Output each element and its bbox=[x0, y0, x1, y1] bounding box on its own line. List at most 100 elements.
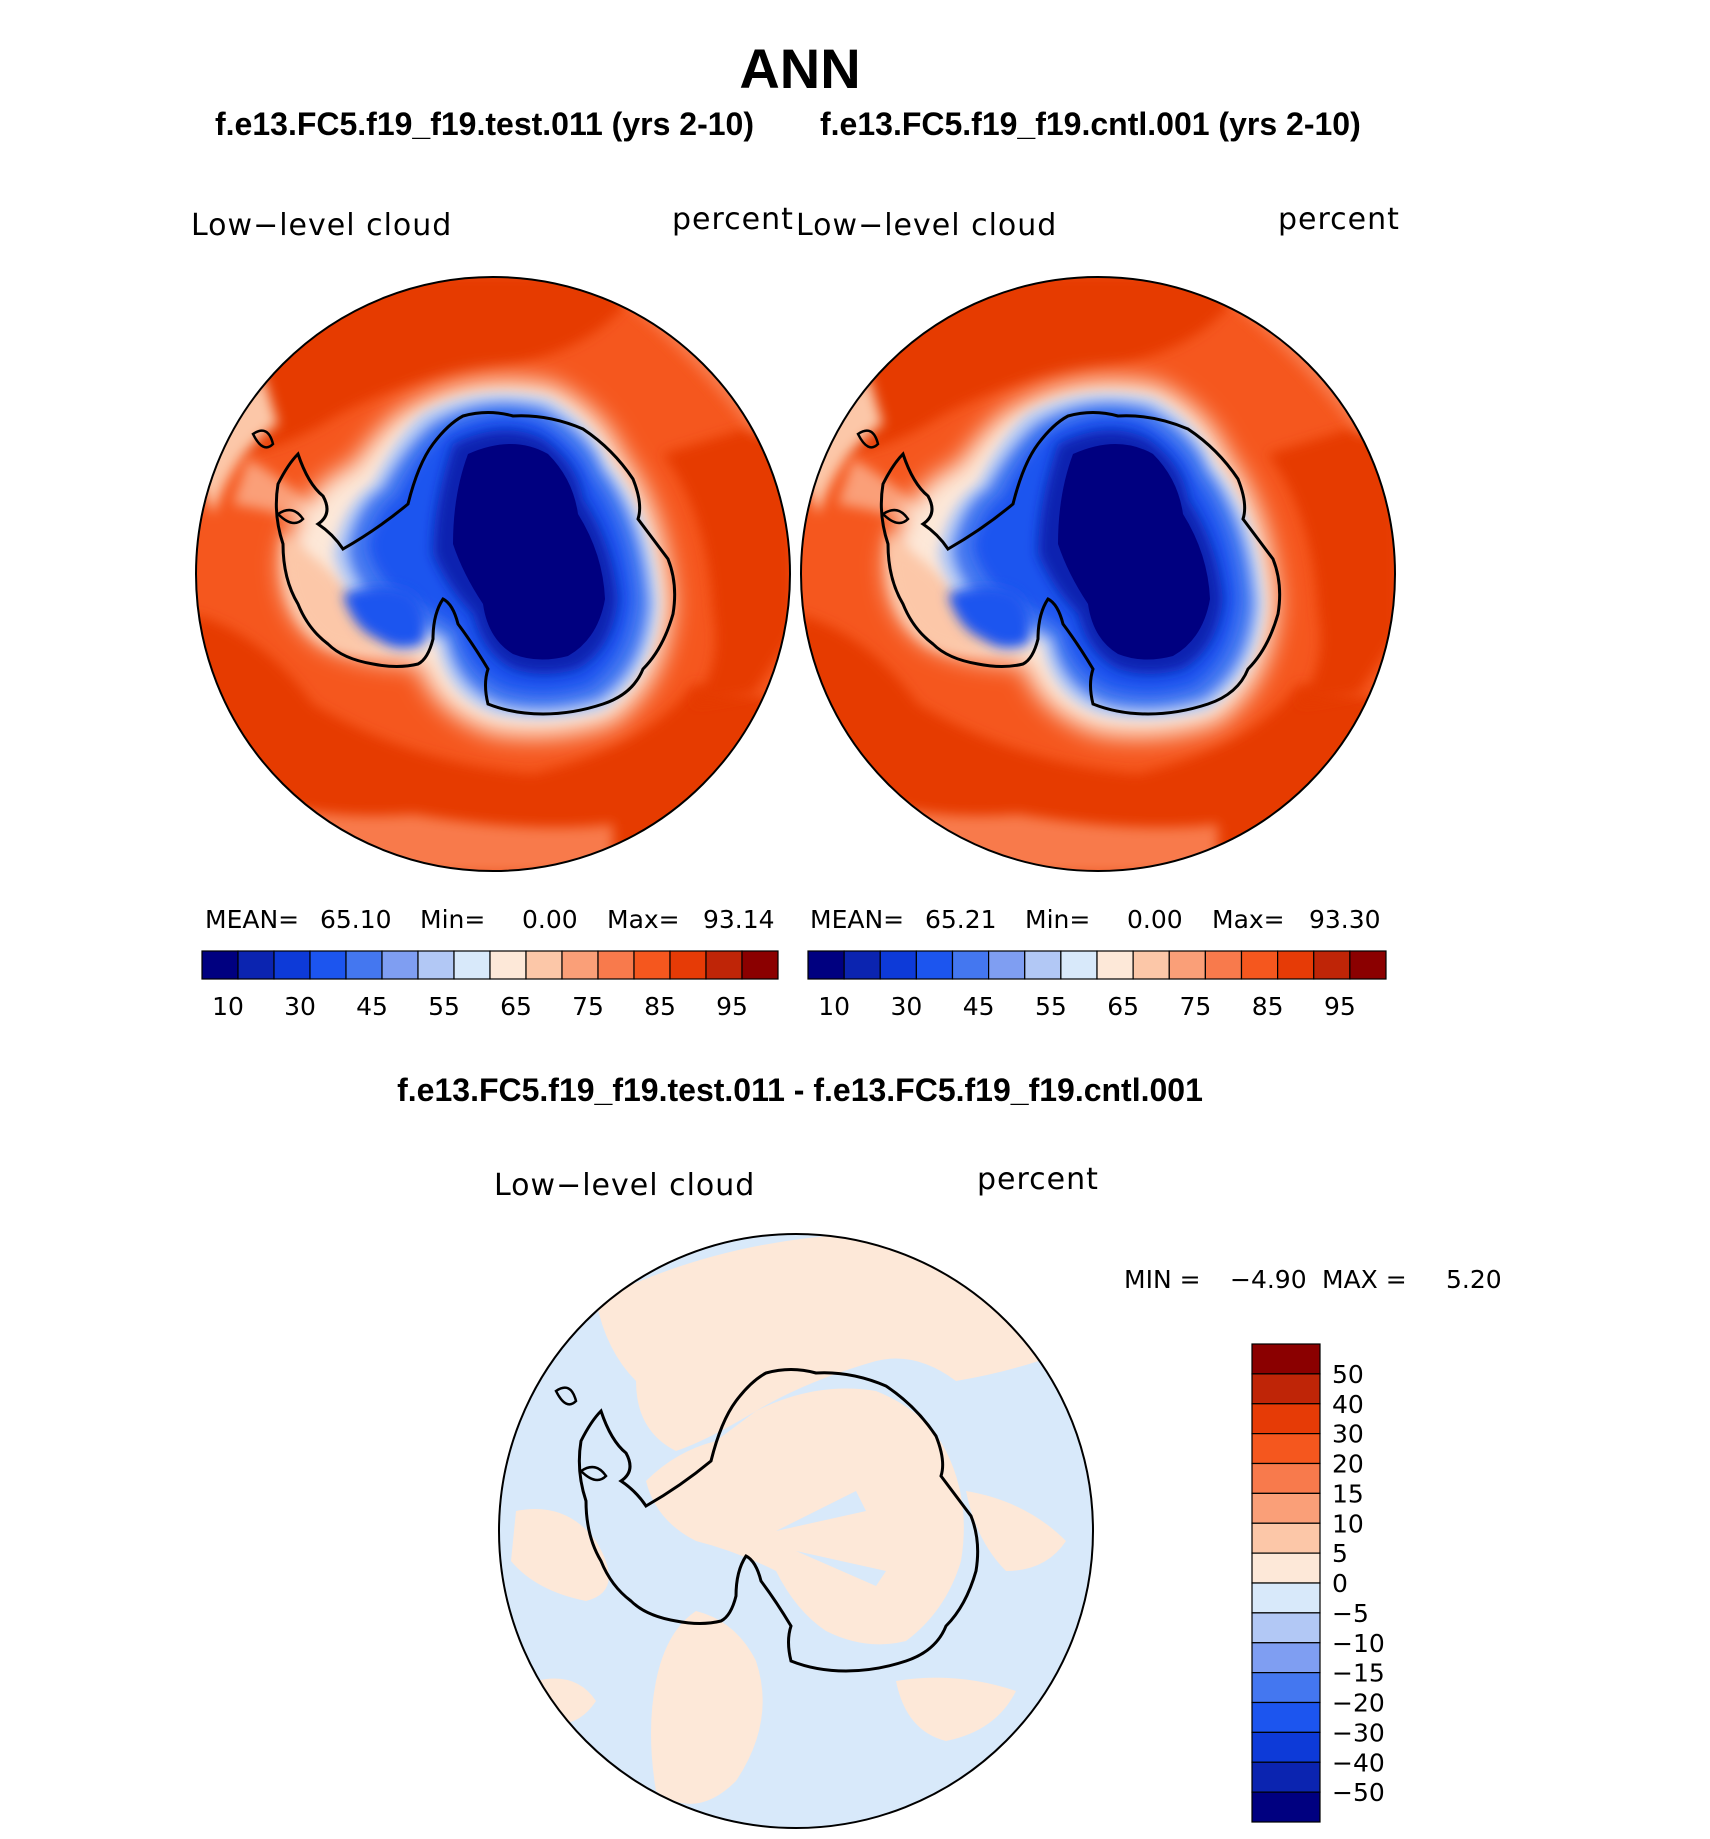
diff-colorbar-swatch bbox=[1251, 1552, 1321, 1584]
panel1-colorbar-swatch bbox=[237, 950, 275, 980]
panel2-colorbar-swatch bbox=[843, 950, 881, 980]
panel2-case-title: f.e13.FC5.f19_f19.cntl.001 (yrs 2-10) bbox=[820, 106, 1361, 142]
panel2-colorbar-tick-label: 45 bbox=[963, 992, 995, 1021]
panel2-colorbar-swatch bbox=[807, 950, 845, 980]
diff-colorbar-tick-label: −40 bbox=[1332, 1748, 1385, 1777]
panel2-max: 93.30 bbox=[1309, 905, 1381, 934]
panel1-colorbar-swatch bbox=[417, 950, 455, 980]
panel2-colorbar-tick-label: 95 bbox=[1324, 992, 1356, 1021]
diff-colorbar-swatch bbox=[1251, 1522, 1321, 1554]
main-title: ANN bbox=[739, 37, 861, 100]
panel1-variable: Low−level cloud bbox=[191, 208, 453, 243]
panel1-colorbar-swatch bbox=[561, 950, 599, 980]
diff-colorbar-swatch bbox=[1251, 1612, 1321, 1644]
panel2-mean-label: MEAN= bbox=[810, 905, 905, 934]
panel2-colorbar-tick-label: 85 bbox=[1252, 992, 1284, 1021]
diff-colorbar-swatch bbox=[1251, 1373, 1321, 1405]
panel1-colorbar-swatch bbox=[345, 950, 383, 980]
panel2-colorbar-swatch bbox=[1349, 950, 1387, 980]
diff-colorbar-swatch bbox=[1251, 1582, 1321, 1614]
diff-colorbar-tick-label: 15 bbox=[1332, 1479, 1364, 1508]
diff-colorbar-swatch bbox=[1251, 1791, 1321, 1823]
diff-colorbar-swatch bbox=[1251, 1492, 1321, 1524]
diff-colorbar-tick-label: −10 bbox=[1332, 1629, 1385, 1658]
panel2-colorbar-swatch bbox=[1204, 950, 1243, 980]
panel2-colorbar-swatch bbox=[915, 950, 954, 980]
panel1-colorbar-tick-label: 55 bbox=[428, 992, 460, 1021]
panel1-case-title: f.e13.FC5.f19_f19.test.011 (yrs 2-10) bbox=[215, 106, 754, 142]
panel2-colorbar-swatch bbox=[1060, 950, 1098, 980]
panel2-colorbar-tick-label: 10 bbox=[818, 992, 850, 1021]
diff-colorbar-tick-label: 50 bbox=[1332, 1360, 1364, 1389]
panel2-colorbar: 10 30 45 55 65 75 85 95 bbox=[807, 950, 1387, 1021]
panel1-colorbar-swatch bbox=[273, 950, 311, 980]
panel2-colorbar-tick-label: 30 bbox=[890, 992, 922, 1021]
diff-colorbar-tick-label: −30 bbox=[1332, 1718, 1385, 1747]
panel1-map-border bbox=[195, 276, 791, 872]
diff-colorbar-tick-label: 20 bbox=[1332, 1450, 1364, 1479]
panel1-colorbar-swatch bbox=[381, 950, 419, 980]
panel1-colorbar-tick-label: 10 bbox=[212, 992, 244, 1021]
panel2-colorbar-swatch bbox=[1313, 950, 1351, 980]
diff-map-border bbox=[498, 1233, 1094, 1829]
diff-colorbar-tick-label: 40 bbox=[1332, 1390, 1364, 1419]
diff-min-label: MIN = bbox=[1124, 1265, 1201, 1294]
panel1-mean-label: MEAN= bbox=[205, 905, 300, 934]
diff-colorbar-tick-label: 0 bbox=[1332, 1569, 1348, 1598]
panel2-colorbar-swatch bbox=[951, 950, 990, 980]
panel1-min: 0.00 bbox=[522, 905, 578, 934]
panel1-colorbar-swatch bbox=[489, 950, 527, 980]
panel1-colorbar-swatch bbox=[669, 950, 707, 980]
panel2-colorbar-swatch bbox=[1024, 950, 1062, 980]
panel1-colorbar: 10 30 45 55 65 75 85 95 bbox=[201, 950, 779, 1021]
panel2-min: 0.00 bbox=[1127, 905, 1183, 934]
diff-colorbar-tick-label: 5 bbox=[1332, 1539, 1348, 1568]
diff-colorbar-swatch bbox=[1251, 1761, 1321, 1793]
panel2-max-label: Max= bbox=[1212, 905, 1285, 934]
panel1-colorbar-tick-label: 45 bbox=[356, 992, 388, 1021]
panel1-colorbar-swatch bbox=[201, 950, 239, 980]
panel1-colorbar-swatch bbox=[705, 950, 743, 980]
panel1-colorbar-swatch bbox=[741, 950, 779, 980]
diff-colorbar-tick-label: −50 bbox=[1332, 1778, 1385, 1807]
panel1-max-label: Max= bbox=[607, 905, 680, 934]
panel1-colorbar-swatch bbox=[309, 950, 347, 980]
panel2-map-border bbox=[800, 276, 1396, 872]
panel2-colorbar-swatch bbox=[988, 950, 1026, 980]
panel1-min-label: Min= bbox=[420, 905, 486, 934]
diff-colorbar-tick-label: −15 bbox=[1332, 1659, 1385, 1688]
panel2-colorbar-tick-label: 65 bbox=[1107, 992, 1139, 1021]
diff-max: 5.20 bbox=[1446, 1265, 1502, 1294]
panel1-colorbar-tick-label: 65 bbox=[500, 992, 532, 1021]
panel1-colorbar-swatch bbox=[453, 950, 491, 980]
diff-title: f.e13.FC5.f19_f19.test.011 - f.e13.FC5.f… bbox=[397, 1072, 1203, 1108]
panel1-colorbar-swatch bbox=[633, 950, 671, 980]
diff-colorbar-swatch bbox=[1251, 1642, 1321, 1674]
diff-colorbar-swatch bbox=[1251, 1403, 1321, 1435]
diff-colorbar-swatch bbox=[1251, 1701, 1321, 1733]
panel1-colorbar-swatch bbox=[525, 950, 563, 980]
diff-colorbar-tick-label: 30 bbox=[1332, 1420, 1364, 1449]
panel2-colorbar-swatch bbox=[1168, 950, 1206, 980]
panel2-colorbar-tick-label: 75 bbox=[1179, 992, 1211, 1021]
diff-colorbar-tick-label: −5 bbox=[1332, 1599, 1369, 1628]
panel1-units: percent bbox=[672, 202, 794, 237]
panel2-colorbar-swatch bbox=[1277, 950, 1315, 980]
panel1-colorbar-tick-label: 95 bbox=[716, 992, 748, 1021]
panel2-variable: Low−level cloud bbox=[796, 208, 1058, 243]
diff-colorbar-swatch bbox=[1251, 1462, 1321, 1494]
panel2-min-label: Min= bbox=[1025, 905, 1091, 934]
panel2-colorbar-swatch bbox=[1132, 950, 1170, 980]
panel1-colorbar-tick-label: 30 bbox=[284, 992, 316, 1021]
diff-variable: Low−level cloud bbox=[494, 1168, 756, 1203]
diff-min: −4.90 bbox=[1230, 1265, 1307, 1294]
diff-colorbar-swatch bbox=[1251, 1433, 1321, 1465]
panel2-colorbar-swatch bbox=[1240, 950, 1279, 980]
panel2-colorbar-swatch bbox=[1096, 950, 1134, 980]
panel1-mean: 65.10 bbox=[320, 905, 392, 934]
panel2-mean: 65.21 bbox=[925, 905, 997, 934]
panel2-colorbar-swatch bbox=[879, 950, 917, 980]
diff-max-label: MAX = bbox=[1322, 1265, 1407, 1294]
